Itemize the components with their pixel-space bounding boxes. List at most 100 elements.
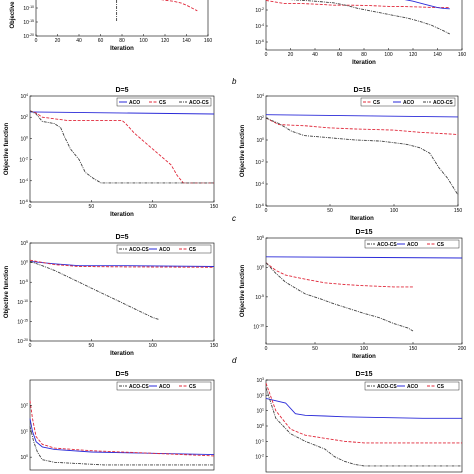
y-axis-label: Objective function (4, 265, 10, 318)
y-tick-label: 102 (256, 115, 264, 122)
x-tick-label: 100 (139, 38, 148, 44)
legend (116, 381, 212, 391)
y-tick-label: 10-20 (17, 338, 28, 345)
row-label-b: b (232, 77, 237, 86)
series-line-cs (265, 117, 459, 135)
plot-frame (29, 379, 215, 471)
y-tick-label: 101 (256, 408, 264, 415)
x-tick-label: 50 (312, 346, 318, 352)
legend-label-aco: ACO (407, 242, 418, 248)
x-tick-label: 0 (265, 52, 268, 58)
y-tick-label: 10-10 (23, 5, 34, 12)
y-tick-label: 10-4 (255, 181, 264, 188)
y-axis-label: Objective function (4, 122, 10, 175)
y-tick-label: 104 (20, 93, 28, 100)
x-tick-label: 100 (148, 343, 157, 349)
x-tick-label: 100 (390, 208, 399, 214)
legend-label-cs: CS (159, 100, 167, 106)
x-tick-label: 40 (312, 52, 318, 58)
x-axis-label: Iteration (110, 351, 134, 357)
y-tick-label: 100 (20, 454, 28, 461)
chart-title: D=15 (354, 87, 371, 94)
series-line-cs (29, 110, 214, 184)
y-axis-label: Objective function (240, 264, 246, 317)
chart-title: D=15 (356, 229, 373, 236)
legend-label-aco-cs: ACO-CS (377, 242, 397, 248)
y-tick-label: 102 (20, 403, 28, 410)
y-tick-label: 10-15 (17, 318, 28, 325)
chart-a-left: 0 20 40 60 80 100 120 140 160 10-10 10-15 10-20 Iter… (10, 0, 212, 52)
legend (364, 381, 460, 391)
plot-frame (265, 95, 459, 207)
x-tick-label: 150 (210, 343, 219, 349)
legend-label-cs: CS (189, 384, 197, 390)
y-tick-label: 100 (256, 423, 264, 430)
legend (116, 97, 212, 107)
plot-frame (265, 237, 463, 345)
series-line-aco-cs (29, 426, 214, 466)
series-line-cs (265, 382, 462, 444)
x-tick-label: 100 (148, 204, 157, 210)
x-axis-label: Iteration (352, 60, 376, 66)
series-line-aco-cs (265, 117, 459, 196)
x-tick-label: 140 (182, 38, 191, 44)
legend (116, 244, 212, 254)
y-tick-label: 102 (256, 392, 264, 399)
legend-label-aco: ACO (159, 384, 170, 390)
x-tick-label: 50 (89, 343, 95, 349)
x-axis-label: Iteration (352, 354, 376, 360)
series-line-aco-cs (29, 110, 214, 184)
y-tick-label: 10-2 (255, 7, 264, 14)
chart-title: D=5 (115, 371, 128, 378)
chart-d-right: 103 102 101 100 10-1 10-2 D=15 ACO-CS ACO CS (255, 371, 463, 473)
x-tick-label: 150 (210, 204, 219, 210)
x-tick-label: 60 (98, 38, 104, 44)
y-tick-label: 105 (20, 240, 28, 247)
y-tick-label: 103 (256, 377, 264, 384)
series-line-aco (404, 0, 450, 10)
row-label-c: c (232, 214, 236, 223)
x-tick-label: 20 (288, 52, 294, 58)
x-tick-label: 0 (29, 343, 32, 349)
y-tick-label: 10-10 (17, 299, 28, 306)
legend-label-cs: CS (437, 242, 445, 248)
series-line-aco-cs (29, 260, 159, 320)
chart-title: D=15 (356, 371, 373, 378)
x-axis-label: Iteration (110, 212, 134, 218)
y-tick-label: 101 (20, 428, 28, 435)
chart-b-right: 0 50 100 150 104 102 100 10-2 10-4 10-6 D=15 Iterat… (240, 87, 462, 222)
y-axis-label: Objective (10, 1, 16, 29)
legend-label-cs: CS (437, 384, 445, 390)
x-tick-label: 160 (204, 38, 213, 44)
x-tick-label: 50 (327, 208, 333, 214)
y-tick-label: 10-15 (23, 19, 34, 26)
x-tick-label: 50 (89, 204, 95, 210)
y-tick-label: 10-4 (255, 23, 264, 30)
y-tick-label: 100 (20, 135, 28, 142)
series-line-aco (265, 256, 463, 259)
y-tick-label: 104 (256, 93, 264, 100)
legend-label-aco-cs: ACO-CS (189, 100, 209, 106)
legend (360, 97, 456, 107)
legend-label-aco: ACO (129, 100, 140, 106)
y-tick-label: 100 (256, 264, 264, 271)
x-axis-label: Iteration (350, 216, 374, 222)
x-tick-label: 20 (55, 38, 61, 44)
legend-label-cs: CS (373, 100, 381, 106)
x-tick-label: 160 (458, 52, 467, 58)
series-line-aco (265, 114, 459, 118)
plot-frame (35, 0, 209, 37)
x-tick-label: 120 (161, 38, 170, 44)
y-tick-label: 10-6 (19, 199, 28, 206)
y-tick-label: 10-2 (255, 454, 264, 461)
y-tick-label: 10-4 (19, 178, 28, 185)
y-axis-label: Objective function (240, 124, 246, 177)
chart-c-right: 0 50 100 150 200 105 100 10-5 10-10 D=15 Iteration… (240, 229, 466, 360)
y-tick-label: 100 (20, 260, 28, 267)
series-line-aco (29, 260, 215, 267)
legend-label-cs: CS (189, 247, 197, 253)
y-tick-label: 100 (256, 137, 264, 144)
x-tick-label: 0 (35, 38, 38, 44)
y-tick-label: 10-6 (255, 39, 264, 46)
